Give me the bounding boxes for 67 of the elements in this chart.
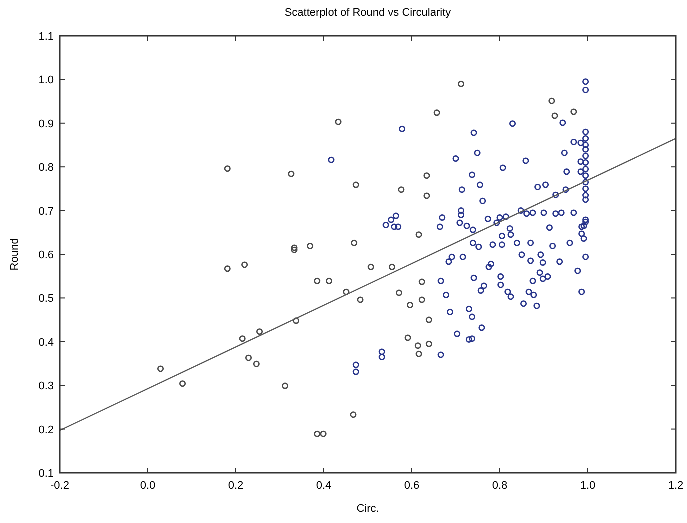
point: [320, 430, 327, 438]
point: [424, 192, 430, 200]
y-tick-label: 0.9: [38, 118, 54, 130]
point: [351, 240, 358, 246]
point: [326, 278, 333, 284]
point: [548, 98, 556, 104]
point: [343, 288, 350, 296]
y-tick-label: 0.7: [38, 206, 54, 218]
point: [424, 172, 430, 180]
point: [288, 170, 295, 178]
y-tick-label: 0.6: [38, 250, 54, 262]
point: [158, 366, 164, 372]
point: [418, 278, 426, 286]
point: [396, 290, 402, 296]
point: [293, 318, 300, 324]
point: [307, 242, 314, 250]
y-tick-label: 0.4: [38, 336, 54, 349]
point: [357, 296, 364, 304]
point: [368, 264, 374, 270]
point: [350, 412, 357, 418]
x-tick-label: -0.2: [50, 480, 70, 492]
y-tick-label: 0.5: [38, 293, 54, 306]
point: [416, 232, 422, 238]
point: [352, 182, 360, 188]
x-axis-title: Circ.: [356, 503, 380, 515]
point: [434, 110, 440, 116]
point: [291, 244, 298, 252]
point: [414, 342, 422, 350]
x-tick-label: 1.2: [668, 480, 684, 492]
point: [256, 328, 264, 336]
point: [246, 354, 252, 362]
x-tick-label: 0.8: [492, 480, 508, 492]
x-tick-label: 0.2: [228, 480, 244, 492]
x-tick-label: 0.6: [404, 480, 420, 492]
point: [180, 380, 186, 388]
point: [335, 118, 342, 126]
point: [224, 266, 231, 272]
y-tick-label: 0.1: [38, 468, 54, 480]
point: [570, 108, 578, 116]
point: [314, 430, 321, 438]
point: [552, 112, 558, 120]
point: [282, 382, 289, 390]
y-tick-label: 1.1: [38, 31, 54, 43]
point: [458, 80, 465, 88]
point: [404, 334, 412, 342]
y-tick-label: 0.2: [38, 424, 54, 436]
y-axis-title: Round: [9, 238, 21, 271]
point: [314, 278, 321, 284]
y-tick-label: 1.0: [38, 74, 54, 87]
point: [416, 350, 422, 358]
point: [406, 302, 414, 308]
x-tick-label: 1.0: [580, 480, 596, 492]
point: [398, 186, 405, 194]
point: [418, 296, 426, 304]
point: [426, 340, 432, 348]
y-tick-label: 0.8: [38, 162, 54, 174]
point: [242, 262, 248, 268]
point: [388, 264, 396, 270]
point: [291, 246, 298, 254]
y-tick-label: 0.3: [38, 380, 54, 393]
chart-title: Scatterplot of Round vs Circularity: [284, 7, 452, 19]
point: [224, 166, 231, 172]
x-tick-label: 0.4: [316, 480, 332, 492]
x-tick-label: 0.0: [140, 480, 156, 492]
point: [239, 336, 246, 342]
point: [426, 316, 432, 324]
point: [253, 360, 260, 368]
